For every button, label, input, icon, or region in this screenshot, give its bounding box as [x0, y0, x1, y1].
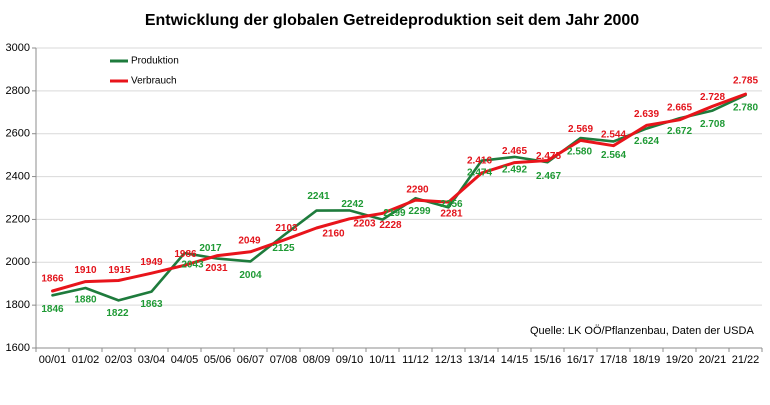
data-label-produktion: 2.467 — [536, 171, 561, 182]
x-tick-label: 16/17 — [567, 354, 595, 366]
x-tick-label: 21/22 — [732, 354, 760, 366]
data-label-produktion: 1863 — [140, 299, 163, 310]
data-label-produktion: 2299 — [408, 206, 431, 217]
data-label-verbrauch: 2103 — [275, 223, 298, 234]
x-tick-label: 10/11 — [369, 354, 396, 366]
data-label-produktion: 2242 — [341, 199, 364, 210]
chart-title: Entwicklung der globalen Getreideprodukt… — [145, 12, 639, 29]
data-labels: 1846 1880 1822 1863 2043 2017 2004 2125 2241 2242… — [41, 76, 758, 319]
data-label-produktion: 2.474 — [467, 167, 492, 178]
data-label-produktion: 2125 — [272, 243, 295, 254]
data-label-produktion: 2.708 — [700, 119, 725, 130]
data-label-verbrauch: 1915 — [108, 265, 131, 276]
x-tick-label: 17/18 — [600, 354, 628, 366]
legend-label-produktion: Produktion — [131, 56, 179, 67]
series-lines — [51, 92, 747, 302]
x-tick-label: 20/21 — [699, 354, 727, 366]
data-label-produktion: 2241 — [307, 191, 330, 202]
data-label-verbrauch: 2203 — [353, 218, 376, 229]
x-tick-label: 09/10 — [336, 354, 364, 366]
x-tick-label: 12/13 — [435, 354, 463, 366]
x-tick-label: 11/12 — [402, 354, 429, 366]
data-label-produktion: 2.780 — [733, 103, 758, 114]
y-tick-label: 2400 — [6, 170, 30, 182]
x-tick-label: 03/04 — [138, 354, 166, 366]
x-tick-label: 01/02 — [72, 354, 100, 366]
y-tick-label: 1800 — [6, 299, 30, 311]
y-tick-label: 2800 — [6, 85, 30, 97]
x-tick-label: 04/05 — [171, 354, 199, 366]
data-label-verbrauch: 1910 — [74, 265, 97, 276]
data-label-verbrauch: 2.785 — [733, 76, 758, 87]
data-label-verbrauch: 2.475 — [536, 151, 561, 162]
data-label-produktion: 1822 — [106, 308, 129, 319]
x-tick-label: 13/14 — [468, 354, 496, 366]
data-label-verbrauch: 2.544 — [601, 129, 626, 140]
data-label-verbrauch: 2.465 — [502, 146, 527, 157]
data-label-produktion: 2017 — [199, 243, 222, 254]
data-label-produktion: 2.624 — [634, 136, 659, 147]
data-label-verbrauch: 2.569 — [568, 124, 593, 135]
data-label-verbrauch: 1986 — [174, 249, 197, 260]
y-tick-label: 1600 — [6, 342, 30, 354]
y-tick-label: 2000 — [6, 256, 30, 268]
data-label-verbrauch: 2290 — [406, 185, 429, 196]
x-tick-label: 14/15 — [501, 354, 529, 366]
data-label-produktion: 2004 — [239, 270, 262, 281]
data-label-produktion: 2.672 — [667, 126, 692, 137]
y-tick-label: 3000 — [6, 42, 30, 54]
axes: 1600 1800 2000 2200 2400 2600 2800 3000 00/01 01/… — [6, 42, 763, 366]
x-tick-label: 05/06 — [204, 354, 232, 366]
data-label-produktion: 1880 — [74, 295, 97, 306]
data-label-produktion: 2199 — [383, 208, 406, 219]
source-annotation: Quelle: LK OÖ/Pflanzenbau, Daten der USD… — [530, 325, 754, 337]
x-tick-label: 15/16 — [534, 354, 562, 366]
legend: Produktion Verbrauch — [110, 56, 179, 87]
x-tick-label: 00/01 — [39, 354, 67, 366]
data-label-produktion: 2.564 — [601, 150, 626, 161]
data-label-verbrauch: 2228 — [379, 220, 402, 231]
data-label-verbrauch: 2.665 — [667, 102, 692, 113]
data-label-produktion: 2043 — [181, 260, 204, 271]
y-tick-label: 2200 — [6, 213, 30, 225]
data-label-produktion: 1846 — [41, 304, 64, 315]
data-label-verbrauch: 2031 — [205, 263, 228, 274]
data-label-verbrauch: 2.639 — [634, 109, 659, 120]
series-line-verbrauch — [51, 92, 747, 293]
x-tick-label: 18/19 — [633, 354, 661, 366]
data-label-produktion: 2.492 — [502, 165, 527, 176]
data-label-verbrauch: 2049 — [238, 235, 261, 246]
data-label-verbrauch: 1949 — [140, 257, 163, 268]
x-tick-label: 07/08 — [270, 354, 298, 366]
data-label-verbrauch: 2281 — [440, 209, 463, 220]
y-tick-label: 2600 — [6, 128, 30, 140]
x-tick-label: 08/09 — [303, 354, 331, 366]
x-tick-label: 19/20 — [666, 354, 694, 366]
data-label-produktion: 2256 — [440, 199, 463, 210]
data-label-verbrauch: 2.728 — [700, 92, 725, 103]
data-label-produktion: 2.580 — [567, 147, 592, 158]
legend-label-verbrauch: Verbrauch — [131, 76, 177, 87]
data-label-verbrauch: 2.416 — [467, 156, 492, 167]
data-label-verbrauch: 1866 — [41, 274, 64, 285]
x-tick-label: 02/03 — [105, 354, 133, 366]
data-label-verbrauch: 2160 — [322, 229, 345, 240]
x-tick-label: 06/07 — [237, 354, 265, 366]
